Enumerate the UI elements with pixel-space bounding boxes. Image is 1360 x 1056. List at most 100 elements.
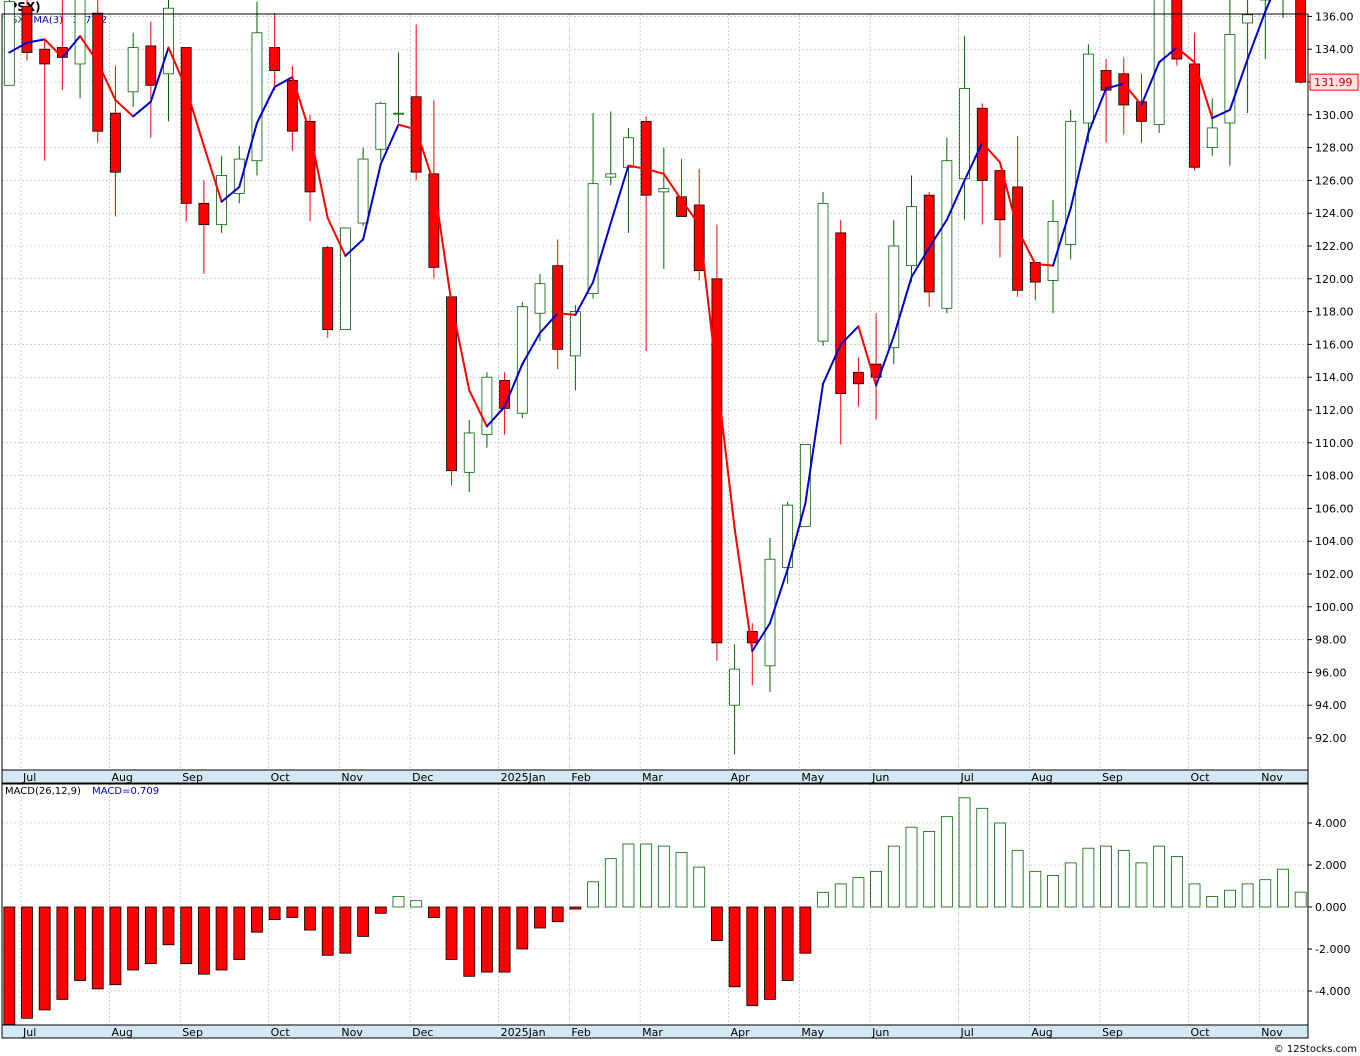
candle-body: [923, 194, 935, 293]
ma-segment: [680, 199, 701, 226]
candle-body: [269, 47, 281, 71]
ma-segment: [733, 527, 754, 653]
x-tick-label: Oct: [271, 1026, 291, 1039]
macd-label: MACD(26,12,9): [5, 786, 81, 797]
macd-bar: [1188, 883, 1201, 908]
ma-segment: [202, 144, 223, 203]
x-tick-label: Jul: [22, 1026, 36, 1039]
candle-body: [941, 160, 953, 309]
ma-segment: [804, 382, 825, 505]
macd-bar: [481, 906, 493, 973]
price-tick-label: 136.00: [1315, 10, 1354, 23]
price-tick-label: 96.00: [1315, 666, 1347, 679]
price-tick-label: 118.00: [1315, 306, 1354, 319]
ma-segment: [662, 172, 683, 202]
x-tick-label: Dec: [412, 1026, 433, 1039]
ma-segment: [132, 100, 152, 118]
price-tick-label: 124.00: [1315, 207, 1354, 220]
candle-body: [198, 202, 210, 226]
price-tick-label: 134.00: [1315, 43, 1354, 56]
ma-segment: [981, 141, 1001, 164]
ma-label: MA(3): [33, 15, 64, 26]
ma-segment: [998, 161, 1019, 231]
candle-body: [729, 668, 740, 706]
macd-bar: [940, 816, 953, 908]
macd-bar: [286, 906, 299, 918]
macd-bar: [834, 883, 847, 908]
macd-bar: [1047, 875, 1059, 908]
ma-segment: [1140, 61, 1161, 106]
macd-bar: [817, 891, 829, 908]
x-tick-label: Jul: [960, 1026, 974, 1039]
macd-bar: [534, 906, 546, 929]
macd-bar: [374, 906, 387, 914]
ma-segment: [945, 179, 966, 221]
candle-body: [180, 47, 192, 204]
ma-segment: [1175, 46, 1196, 64]
x-tick-label: Aug: [111, 1026, 132, 1039]
macd-bar: [764, 906, 776, 1000]
ma-segment: [255, 85, 276, 124]
ma-segment: [556, 312, 577, 316]
ma-segment: [857, 325, 878, 387]
candle-body: [605, 173, 617, 178]
ma-segment: [698, 223, 718, 379]
candle-body: [623, 137, 634, 168]
macd-bar: [746, 906, 759, 1007]
candle-body: [233, 158, 245, 194]
macd-bar: [1029, 870, 1042, 908]
ma-segment: [291, 76, 312, 134]
macd-bar: [1277, 868, 1289, 908]
macd-bar: [144, 906, 157, 965]
macd-bar: [1064, 862, 1077, 908]
candle-body: [569, 311, 581, 357]
last-price-label: 131.99: [1314, 76, 1353, 89]
macd-bar: [74, 906, 86, 981]
ma-value: 137.42: [72, 15, 108, 26]
macd-bar: [445, 906, 458, 960]
macd-tick-label: 4.000: [1315, 817, 1347, 830]
ma-segment: [61, 35, 82, 59]
macd-panel-frame: [1, 783, 1309, 1026]
x-tick-label: Nov: [341, 771, 363, 784]
macd-bar: [799, 906, 812, 954]
x-tick-label: Jun: [871, 1026, 889, 1039]
x-tick-label: Aug: [1031, 771, 1052, 784]
macd-bar: [1206, 896, 1219, 908]
macd-bar: [516, 906, 529, 950]
ma-segment: [822, 343, 842, 385]
macd-bar: [357, 906, 370, 937]
candle-body: [127, 47, 139, 93]
macd-bar: [1082, 847, 1095, 908]
macd-bar: [1224, 889, 1236, 908]
macd-tick-label: 0.000: [1315, 901, 1347, 914]
price-tick-label: 110.00: [1315, 437, 1354, 450]
ma-segment: [273, 76, 294, 88]
macd-bar: [268, 906, 281, 921]
candle-body: [1171, 0, 1183, 60]
x-tick-label: 2025Jan: [501, 771, 546, 784]
x-tick-label: Feb: [571, 1026, 590, 1039]
ma-segment: [25, 38, 46, 44]
price-panel-frame: [1, 13, 1309, 771]
ma-segment: [645, 167, 665, 175]
macd-bar: [1135, 862, 1148, 908]
candle-body: [145, 45, 157, 86]
ma-segment: [768, 568, 789, 625]
x-tick-label: Nov: [1261, 1026, 1283, 1039]
macd-bar: [180, 906, 193, 965]
macd-bar: [1294, 891, 1307, 908]
macd-bar: [675, 852, 688, 908]
candle-body: [410, 96, 422, 173]
candle-body: [1082, 53, 1094, 124]
x-tick-label: Aug: [111, 771, 132, 784]
macd-bar: [604, 858, 617, 908]
x-tick-label: Jul: [960, 771, 974, 784]
ma-segment: [8, 41, 28, 54]
macd-bar: [1117, 849, 1130, 908]
macd-bar: [109, 906, 122, 986]
ma-segment: [1034, 263, 1055, 267]
candle-body: [799, 444, 811, 527]
x-tick-label: Aug: [1031, 1026, 1052, 1039]
